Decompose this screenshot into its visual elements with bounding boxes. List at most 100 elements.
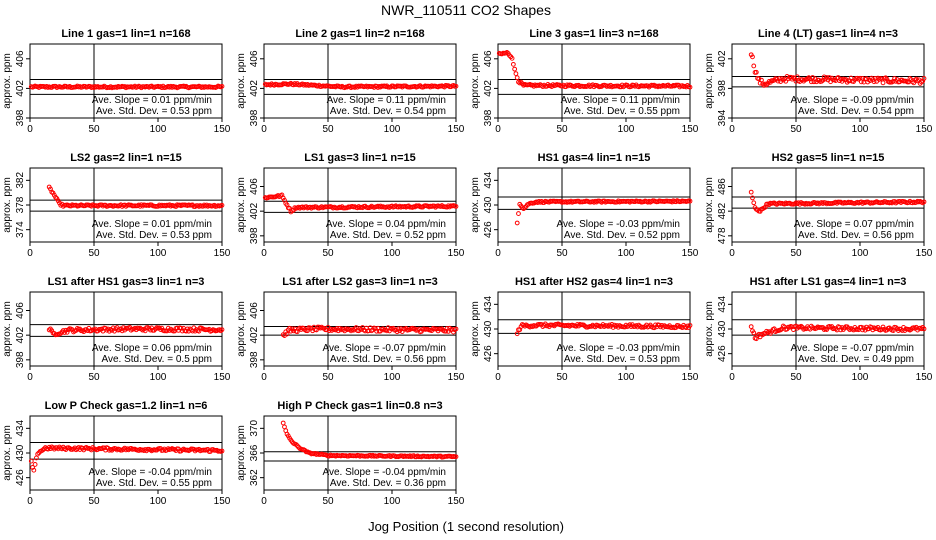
panel-title: Line 2 gas=1 lin=2 n=168: [295, 28, 424, 40]
data-series: [28, 83, 225, 91]
data-point: [751, 200, 757, 206]
x-tick-label: 150: [682, 124, 699, 135]
stddev-annotation: Ave. Std. Dev. = 0.54 ppm: [798, 106, 914, 117]
chart-panel: HS1 after LS1 gas=4 lin=1 n=3 0 50 100 150 42…: [704, 276, 933, 383]
data-point: [686, 325, 692, 331]
x-tick-label: 50: [556, 124, 568, 135]
stddev-annotation: Ave. Std. Dev. = 0.5 ppm: [101, 354, 212, 365]
x-tick-label: 0: [495, 372, 501, 383]
x-tick-label: 0: [261, 124, 267, 135]
data-point: [775, 78, 781, 84]
panel-title: High P Check gas=1 lin=0.8 n=3: [277, 400, 442, 412]
data-point: [35, 451, 41, 457]
panel-title: Line 4 (LT) gas=1 lin=4 n=3: [758, 28, 898, 40]
chart-panel: Line 2 gas=1 lin=2 n=168 0 50 100 150 398 402 4…: [236, 28, 465, 135]
y-tick-label: 430: [483, 196, 494, 213]
y-tick-label: 434: [483, 172, 494, 189]
y-tick-label: 362: [249, 469, 260, 486]
x-tick-label: 100: [384, 248, 401, 259]
data-point: [824, 75, 830, 80]
data-point: [794, 325, 800, 331]
data-point: [750, 195, 755, 201]
data-point: [513, 71, 519, 77]
y-axis-label: approx. ppm: [2, 301, 13, 357]
data-point: [380, 326, 386, 332]
chart-panel: HS2 gas=5 lin=1 n=15 0 50 100 150 478 482 486ap…: [704, 152, 933, 259]
data-series: [28, 444, 225, 473]
y-tick-label: 482: [717, 202, 728, 219]
chart-panel: High P Check gas=1 lin=0.8 n=3 0 50 100 150 3…: [236, 400, 465, 507]
y-tick-label: 370: [249, 420, 260, 437]
x-tick-label: 100: [150, 124, 167, 135]
data-point: [453, 454, 459, 460]
data-point: [751, 330, 757, 336]
panel-title: LS2 gas=2 lin=1 n=15: [70, 152, 182, 164]
y-tick-label: 398: [483, 109, 494, 126]
stddev-annotation: Ave. Std. Dev. = 0.55 ppm: [96, 478, 212, 489]
plot-frame: [263, 43, 457, 119]
y-axis-label: approx. ppm: [236, 177, 247, 233]
x-tick-label: 50: [556, 248, 568, 259]
y-tick-label: 398: [249, 109, 260, 126]
panel-title: HS2 gas=5 lin=1 n=15: [772, 152, 885, 164]
data-point: [62, 330, 67, 335]
data-point: [352, 85, 358, 90]
y-tick-label: 434: [15, 420, 26, 437]
x-tick-label: 100: [852, 372, 869, 383]
x-tick-label: 100: [150, 372, 167, 383]
data-point: [219, 83, 225, 89]
x-tick-label: 100: [384, 496, 401, 507]
x-tick-label: 0: [261, 372, 267, 383]
chart-panel: LS2 gas=2 lin=1 n=15 0 50 100 150 374 378 382ap…: [2, 152, 231, 259]
x-tick-label: 0: [27, 496, 33, 507]
data-point: [921, 326, 927, 332]
data-point: [514, 220, 520, 226]
slope-annotation: Ave. Slope = 0.07 ppm/min: [794, 219, 914, 230]
x-tick-label: 0: [261, 496, 267, 507]
x-tick-label: 0: [261, 248, 267, 259]
y-tick-label: 398: [15, 351, 26, 368]
x-tick-label: 0: [495, 248, 501, 259]
slope-annotation: Ave. Slope = -0.07 ppm/min: [791, 343, 915, 354]
x-tick-label: 150: [448, 496, 465, 507]
y-tick-label: 426: [15, 469, 26, 486]
stddev-annotation: Ave. Std. Dev. = 0.55 ppm: [564, 106, 680, 117]
chart-panel: Line 4 (LT) gas=1 lin=4 n=3 0 50 100 150 394 3…: [704, 28, 933, 135]
x-tick-label: 50: [322, 124, 334, 135]
stddev-annotation: Ave. Std. Dev. = 0.53 ppm: [96, 230, 212, 241]
y-tick-label: 402: [15, 80, 26, 97]
y-tick-label: 406: [249, 302, 260, 319]
data-point: [808, 79, 814, 85]
data-series: [748, 52, 927, 88]
y-axis-label: approx. ppm: [470, 301, 481, 357]
data-series: [496, 50, 693, 90]
y-axis-label: approx. ppm: [236, 301, 247, 357]
x-tick-label: 50: [88, 124, 100, 135]
x-tick-label: 100: [852, 124, 869, 135]
x-tick-label: 0: [27, 372, 33, 383]
data-point: [514, 75, 520, 81]
y-tick-label: 394: [717, 109, 728, 126]
x-tick-label: 50: [322, 372, 334, 383]
stddev-annotation: Ave. Std. Dev. = 0.52 ppm: [564, 230, 680, 241]
x-tick-label: 50: [88, 248, 100, 259]
slope-annotation: Ave. Slope = -0.04 ppm/min: [323, 467, 447, 478]
y-tick-label: 402: [483, 80, 494, 97]
y-tick-label: 426: [483, 221, 494, 238]
slope-annotation: Ave. Slope = 0.01 ppm/min: [92, 219, 212, 230]
stddev-annotation: Ave. Std. Dev. = 0.56 ppm: [330, 354, 446, 365]
data-series: [46, 325, 225, 338]
chart-panel: HS1 after HS2 gas=4 lin=1 n=3 0 50 100 150 42…: [470, 276, 699, 383]
y-axis-label: approx. ppm: [704, 177, 715, 233]
slope-annotation: Ave. Slope = 0.01 ppm/min: [92, 95, 212, 106]
chart-panel: LS1 after LS2 gas=3 lin=1 n=3 0 50 100 150 39…: [236, 276, 465, 383]
panel-title: HS1 gas=4 lin=1 n=15: [538, 152, 651, 164]
panel-title: Line 3 gas=1 lin=3 n=168: [529, 28, 658, 40]
y-axis-label: approx. ppm: [236, 53, 247, 109]
slope-annotation: Ave. Slope = 0.11 ppm/min: [327, 95, 446, 106]
data-point: [748, 189, 754, 195]
y-tick-label: 486: [717, 178, 728, 195]
y-tick-label: 478: [717, 227, 728, 244]
chart-panel: Line 3 gas=1 lin=3 n=168 0 50 100 150 398 402 4…: [470, 28, 699, 135]
x-tick-label: 0: [729, 124, 735, 135]
